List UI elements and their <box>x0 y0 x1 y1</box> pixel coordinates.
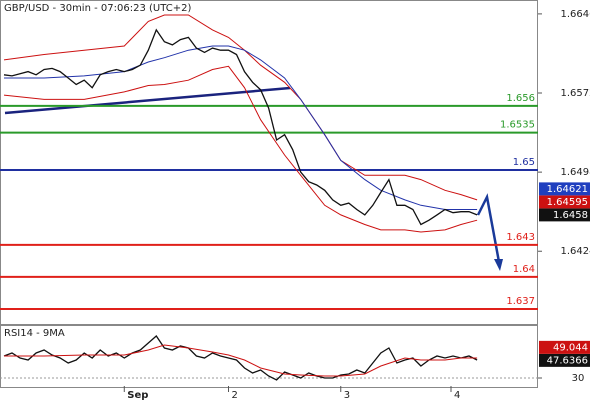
x-tick-label: 3 <box>344 390 350 400</box>
price-tag-label: 1.6458 <box>553 210 588 221</box>
chart-title: GBP/USD - 30min - 07:06:23 (UTC+2) <box>4 3 191 14</box>
price-tag <box>539 182 590 196</box>
series-line <box>3 335 478 381</box>
price-tag-label: 47.6366 <box>547 355 588 366</box>
y-tick-label: 1.6424 <box>561 246 590 257</box>
trend-line <box>4 86 291 115</box>
forecast-arrow <box>476 193 501 263</box>
forecast-arrow-head <box>494 259 503 271</box>
x-tick-label: Sep <box>127 390 148 400</box>
x-tick-label: 2 <box>232 390 238 400</box>
series-line <box>3 14 478 201</box>
level-label: 1.6535 <box>500 120 535 131</box>
y-tick-label: 30 <box>572 373 585 384</box>
price-tag <box>539 208 590 222</box>
main-panel <box>0 0 538 325</box>
price-tag-label: 1.64595 <box>547 197 588 208</box>
series-line <box>4 344 478 377</box>
level-label: 1.64 <box>513 264 535 275</box>
x-tick-label: 4 <box>454 390 460 400</box>
y-tick-label: 1.6572 <box>561 88 590 99</box>
price-tag <box>539 195 590 209</box>
level-label: 1.65 <box>513 157 535 168</box>
series-line <box>3 28 478 226</box>
y-tick-label: 1.6498 <box>561 167 590 178</box>
rsi-panel <box>0 325 538 388</box>
level-label: 1.656 <box>506 93 535 104</box>
level-label: 1.643 <box>506 232 535 243</box>
series-line <box>3 65 478 233</box>
y-tick-label: 1.6646 <box>561 9 590 20</box>
price-tag-label: 49.044 <box>553 342 588 353</box>
price-tag <box>539 340 590 354</box>
rsi-title: RSI14 - 9MA <box>4 328 65 339</box>
price-tag-label: 1.64621 <box>547 184 588 195</box>
price-tag <box>539 353 590 367</box>
level-label: 1.637 <box>506 296 535 307</box>
